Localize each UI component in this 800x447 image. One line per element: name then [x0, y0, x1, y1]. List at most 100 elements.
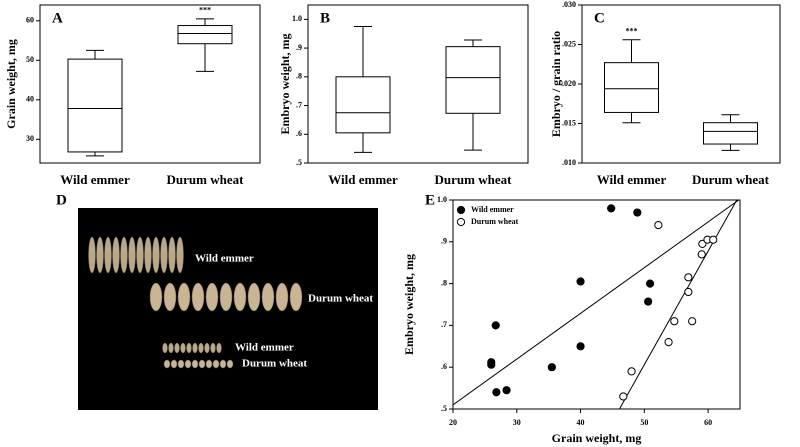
y-tick-label: .015 [562, 118, 576, 127]
y-tick-label: .6 [296, 129, 302, 138]
x-tick-label: 40 [577, 418, 585, 427]
x-category-label: Wild emmer [60, 172, 130, 187]
y-axis-title: Embryo weight, mg [278, 34, 292, 135]
photo-label: Wild emmer [195, 253, 254, 265]
panel-label: C [594, 10, 605, 26]
y-tick-label: .5 [296, 158, 302, 167]
grain [144, 236, 152, 274]
photo-label: Durum wheat [242, 358, 307, 370]
box [177, 25, 233, 45]
trend-line [453, 200, 740, 406]
grain [174, 342, 180, 354]
grain [168, 342, 174, 354]
legend-marker [456, 205, 466, 215]
grain [168, 236, 176, 274]
grain [149, 282, 163, 312]
point [487, 358, 496, 367]
y-tick-label: 50 [26, 55, 34, 64]
y-tick-label: .9 [296, 43, 302, 52]
y-tick-label: .8 [441, 278, 447, 287]
grain [191, 282, 205, 312]
grain [163, 359, 171, 369]
y-tick-label: .030 [562, 0, 576, 9]
x-category-label: Wild emmer [328, 172, 398, 187]
significance: *** [199, 6, 211, 15]
y-tick-label: 1.0 [437, 195, 447, 204]
box [67, 58, 123, 153]
plot-frame [452, 199, 741, 410]
x-category-label: Durum wheat [692, 172, 770, 187]
x-category-label: Wild emmer [597, 172, 667, 187]
x-axis-title: Grain weight, mg [552, 431, 642, 445]
grain [205, 282, 219, 312]
grain [192, 342, 198, 354]
y-tick-label: .020 [562, 79, 576, 88]
panel-label: B [320, 10, 330, 26]
grain [170, 359, 178, 369]
y-tick-label: 1.0 [292, 14, 302, 23]
panel-label: E [425, 192, 435, 208]
grain [163, 282, 177, 312]
grain [128, 236, 136, 274]
grain [160, 236, 168, 274]
grain [120, 236, 128, 274]
box [445, 46, 501, 114]
y-axis-title: Grain weight, mg [4, 39, 18, 129]
point [576, 342, 585, 351]
point [502, 386, 511, 395]
point [645, 279, 655, 288]
grain [212, 359, 220, 369]
y-tick-label: .010 [562, 158, 576, 167]
point [684, 287, 693, 297]
grain [177, 282, 191, 312]
y-tick-label: .025 [562, 39, 576, 48]
y-axis-title: Embryo weight, mg [402, 254, 416, 355]
grain [177, 359, 185, 369]
box [335, 76, 391, 134]
grain [88, 236, 96, 274]
grain [104, 236, 112, 274]
grain [96, 236, 104, 274]
grain [112, 236, 120, 274]
y-tick-label: .5 [441, 404, 447, 413]
grain [247, 282, 261, 312]
point [607, 204, 616, 213]
box [703, 122, 758, 145]
trend-line [619, 200, 738, 409]
grain [289, 282, 303, 312]
significance: *** [626, 27, 638, 36]
point [627, 367, 636, 376]
grain [219, 359, 227, 369]
y-tick-label: 60 [26, 16, 34, 25]
point [633, 208, 642, 217]
y-tick-label: .8 [296, 72, 302, 81]
grain [198, 359, 206, 369]
x-category-label: Durum wheat [435, 172, 513, 187]
point [491, 321, 500, 330]
grain [219, 282, 233, 312]
y-tick-label: 40 [26, 95, 34, 104]
x-tick-label: 50 [640, 418, 648, 427]
point [492, 388, 501, 397]
grain [198, 342, 204, 354]
y-tick-label: .9 [441, 237, 447, 246]
grain [204, 342, 210, 354]
point [664, 338, 673, 347]
plot-frame [307, 4, 529, 164]
y-tick-label: .7 [296, 100, 302, 109]
grain [152, 236, 160, 274]
grain [180, 342, 186, 354]
grain [162, 342, 168, 354]
legend-marker [456, 217, 466, 227]
x-tick-label: 60 [704, 418, 712, 427]
photo-label: Wild emmer [235, 342, 294, 354]
grain [205, 359, 213, 369]
grain [136, 236, 144, 274]
panel-label: A [52, 10, 63, 26]
box [604, 62, 659, 113]
point [697, 250, 706, 259]
grain [191, 359, 199, 369]
y-tick-label: 30 [26, 134, 34, 143]
y-tick-label: .6 [441, 362, 447, 371]
plot-frame [39, 4, 261, 164]
